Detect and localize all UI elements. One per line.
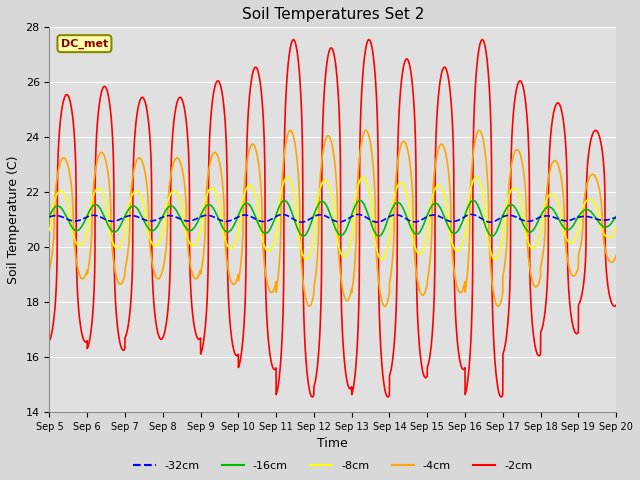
Legend: -32cm, -16cm, -8cm, -4cm, -2cm: -32cm, -16cm, -8cm, -4cm, -2cm	[129, 457, 537, 476]
Title: Soil Temperatures Set 2: Soil Temperatures Set 2	[242, 7, 424, 22]
Y-axis label: Soil Temperature (C): Soil Temperature (C)	[7, 156, 20, 284]
X-axis label: Time: Time	[317, 437, 348, 450]
Text: DC_met: DC_met	[61, 38, 108, 49]
